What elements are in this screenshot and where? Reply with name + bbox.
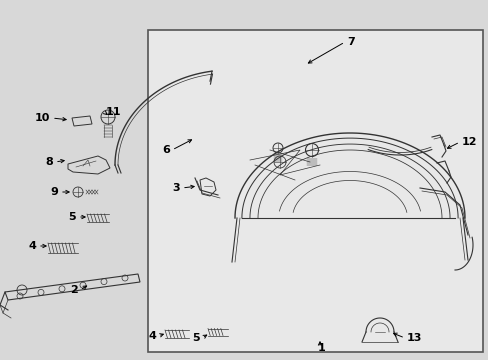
Text: 6: 6 [162, 145, 170, 155]
Text: 3: 3 [172, 183, 180, 193]
Text: 13: 13 [406, 333, 422, 343]
Text: 11: 11 [106, 107, 121, 117]
Text: 8: 8 [45, 157, 53, 167]
Text: 9: 9 [50, 187, 58, 197]
Text: 5: 5 [192, 333, 200, 343]
Text: 12: 12 [461, 137, 476, 147]
Bar [148, 30, 482, 352]
Text: 2: 2 [70, 285, 78, 295]
Text: 10: 10 [35, 113, 50, 123]
Text: 5: 5 [68, 212, 76, 222]
Text: 4: 4 [148, 331, 156, 341]
Text: 1: 1 [318, 343, 325, 353]
Text: 4: 4 [28, 241, 36, 251]
Text: 7: 7 [346, 37, 354, 47]
